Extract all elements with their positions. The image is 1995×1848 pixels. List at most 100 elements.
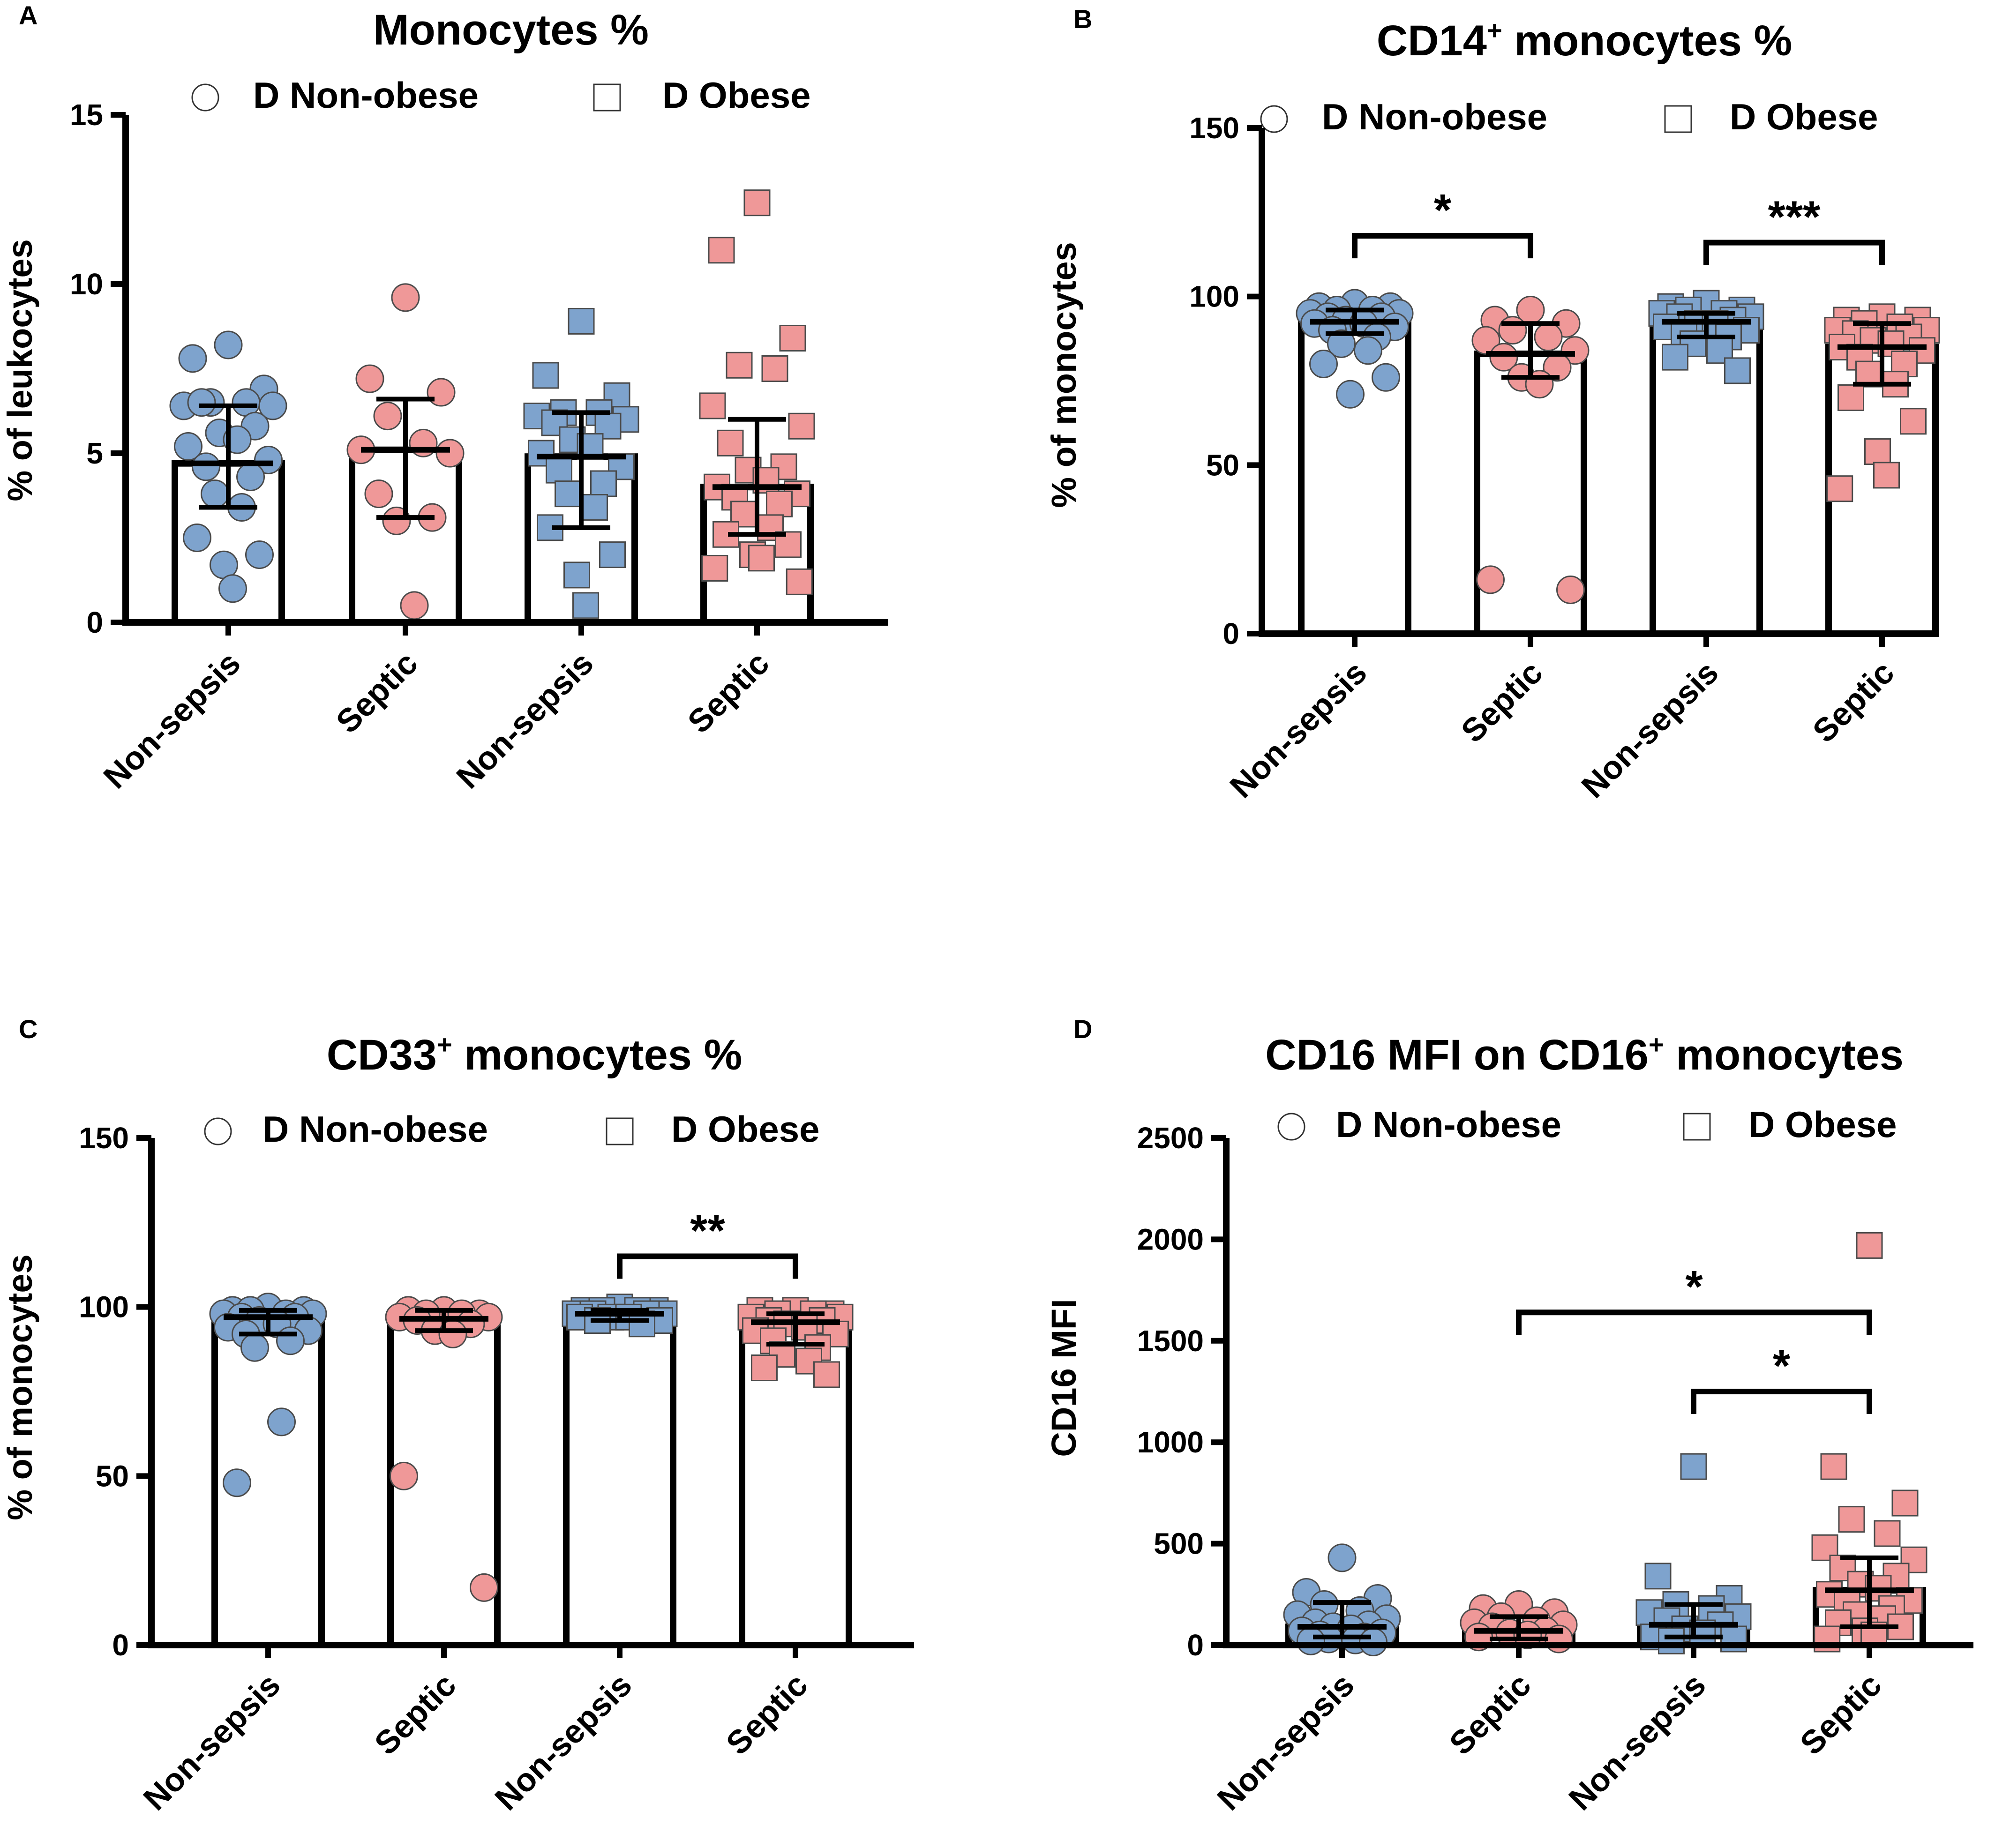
- x-tick-label: Non-sepsis: [97, 644, 248, 795]
- data-point: [435, 439, 465, 468]
- data-point: [1498, 316, 1527, 345]
- panel-letter: A: [19, 0, 38, 30]
- data-point: [1489, 343, 1518, 372]
- y-tick-label: 5: [86, 436, 103, 470]
- data-point: [470, 1573, 498, 1602]
- data-point: [813, 1361, 840, 1388]
- data-point: [1724, 357, 1751, 384]
- y-tick-label: 0: [112, 1628, 129, 1662]
- bracket-line: [1516, 1309, 1872, 1335]
- legend-label-non-obese: D Non-obese: [262, 1108, 488, 1150]
- y-tick-label: 0: [1222, 617, 1239, 651]
- data-point: [236, 463, 265, 492]
- chart-title: Monocytes %: [373, 6, 649, 54]
- data-point: [373, 402, 402, 431]
- error-bar: [712, 417, 802, 537]
- data-point: [779, 325, 806, 352]
- y-axis-label: CD16 MFI: [1044, 1299, 1083, 1457]
- chart-panel-b: B CD14+ monocytes % D Non-obese D Obese % of…: [1044, 4, 1940, 805]
- data-point: [183, 524, 211, 552]
- data-point: [1680, 1453, 1707, 1480]
- legend-label-obese: D Obese: [671, 1108, 819, 1150]
- error-bar: [184, 403, 273, 510]
- data-point: [1534, 322, 1563, 352]
- data-point: [1556, 575, 1585, 604]
- data-point: [1874, 1520, 1901, 1547]
- significance-label: *: [1773, 1341, 1791, 1391]
- error-bar: [1298, 1600, 1387, 1639]
- x-tick-label: Non-sepsis: [1575, 654, 1725, 805]
- data-point: [174, 432, 202, 461]
- y-tick-label: 10: [70, 267, 103, 301]
- data-point: [581, 494, 608, 521]
- error-bar: [1474, 1614, 1563, 1642]
- data-point: [701, 554, 728, 582]
- data-point: [766, 490, 793, 517]
- data-point: [267, 1407, 296, 1437]
- significance-label: ***: [1768, 192, 1821, 242]
- data-point: [788, 412, 815, 440]
- significance-bracket: ***: [1703, 192, 1885, 265]
- data-point: [717, 429, 744, 456]
- bracket-line: [1352, 233, 1533, 259]
- significance-label: *: [1434, 185, 1452, 235]
- data-point: [1838, 1506, 1865, 1533]
- data-point: [1662, 344, 1688, 371]
- y-tick-label: 50: [96, 1459, 129, 1493]
- error-bar: [1310, 307, 1399, 336]
- x-tick-label: Septic: [1793, 1666, 1889, 1762]
- chart-panel-a: A Monocytes % D Non-obese D Obese % of leuko…: [0, 0, 888, 795]
- y-axis-label: % of leukocytes: [0, 239, 39, 501]
- data-point: [743, 189, 771, 217]
- y-tick-label: 100: [1189, 280, 1239, 314]
- data-point: [364, 479, 393, 509]
- data-point: [1900, 408, 1927, 435]
- y-axis-label: % of monocytes: [0, 1254, 39, 1520]
- significance-bracket: *: [1352, 185, 1533, 259]
- data-point: [1644, 1563, 1672, 1590]
- data-point: [214, 330, 243, 359]
- bracket-line: [617, 1253, 798, 1279]
- y-axis-label: % of monocytes: [1044, 242, 1083, 508]
- legend: D Non-obese D Obese: [1277, 1104, 1897, 1145]
- bracket-line: [1691, 1389, 1872, 1414]
- data-point: [201, 479, 229, 509]
- data-point: [1327, 329, 1356, 358]
- data-point: [1891, 1489, 1919, 1517]
- legend-square-icon: [1683, 1113, 1711, 1141]
- x-tick-label: Non-sepsis: [136, 1666, 287, 1817]
- legend-square-icon: [606, 1117, 634, 1145]
- data-point: [1372, 363, 1400, 392]
- data-point: [223, 1468, 251, 1497]
- x-tick-label: Non-sepsis: [1210, 1666, 1361, 1817]
- legend-circle-icon: [1277, 1113, 1305, 1141]
- points-non-sepsis-obese: [1635, 1453, 1752, 1654]
- legend-square-icon: [593, 83, 621, 112]
- data-point: [1476, 565, 1505, 594]
- significance-label: **: [690, 1205, 725, 1256]
- x-tick-label: Septic: [368, 1666, 463, 1762]
- data-point: [1560, 336, 1590, 365]
- legend: D Non-obese D Obese: [1260, 96, 1878, 137]
- legend: D Non-obese D Obese: [204, 1108, 819, 1150]
- significance-bracket: *: [1516, 1262, 1872, 1335]
- data-point: [708, 237, 735, 264]
- x-tick-label: Non-sepsis: [488, 1666, 639, 1817]
- data-point: [187, 388, 216, 417]
- data-point: [391, 283, 420, 312]
- error-bar: [399, 1308, 488, 1333]
- legend-label-non-obese: D Non-obese: [1336, 1104, 1561, 1145]
- data-point: [254, 445, 283, 474]
- data-point: [786, 568, 813, 595]
- chart-panel-c: C CD33+ monocytes % D Non-obese D Obese % of…: [0, 1014, 914, 1817]
- legend-circle-icon: [191, 83, 219, 112]
- x-tick-label: Septic: [681, 644, 776, 740]
- panel-letter: B: [1073, 4, 1092, 34]
- error-bar: [1486, 321, 1575, 380]
- error-bar: [575, 1308, 664, 1323]
- data-point: [532, 362, 559, 389]
- y-tick-label: 500: [1154, 1527, 1204, 1561]
- data-point: [178, 344, 207, 373]
- data-point: [1354, 336, 1382, 365]
